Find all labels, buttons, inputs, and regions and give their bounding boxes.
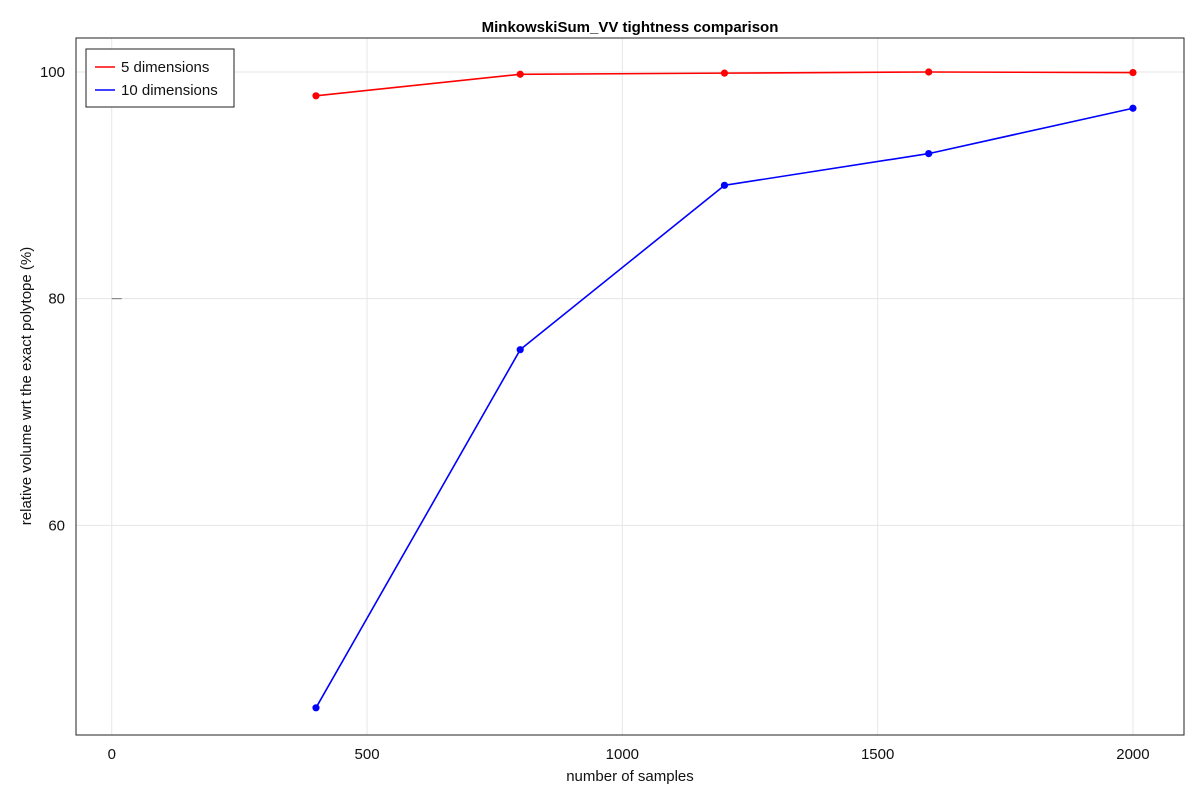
x-tick-label: 2000 [1116, 746, 1149, 763]
y-tick-label: 60 [48, 517, 65, 534]
data-point [720, 69, 729, 77]
data-point [1129, 68, 1137, 77]
plot-area-frame [75, 37, 1185, 736]
data-point [925, 150, 933, 158]
x-tick-label: 500 [355, 746, 380, 763]
data-point [516, 70, 524, 78]
y-axis-label: relative volume wrt the exact polytope (… [18, 247, 35, 525]
data-point [312, 704, 320, 712]
data-point [720, 181, 729, 189]
series-line [315, 107, 1134, 709]
data-point [312, 92, 320, 100]
series-1 [312, 68, 1137, 100]
legend-label: 10 dimensions [121, 82, 218, 99]
x-tick-label: 1000 [606, 746, 639, 763]
x-axis-label: number of samples [566, 768, 694, 785]
gridlines [76, 38, 1184, 735]
data-point [925, 68, 933, 76]
series-2 [312, 104, 1137, 712]
y-tick-label: 100 [40, 64, 65, 81]
legend: 5 dimensions 10 dimensions [85, 48, 235, 108]
chart-title: MinkowskiSum_VV tightness comparison [482, 19, 779, 36]
data-point [1129, 104, 1137, 112]
data-series [312, 68, 1137, 712]
x-tick-label: 1500 [861, 746, 894, 763]
x-tick-label: 0 [108, 746, 116, 763]
y-tick-label: 80 [48, 291, 65, 308]
legend-label: 5 dimensions [121, 59, 209, 76]
axis-ticks: 0 500 1000 1500 2000 60 80 100 [40, 64, 1150, 763]
legend-box [85, 48, 235, 108]
data-point [516, 346, 524, 354]
